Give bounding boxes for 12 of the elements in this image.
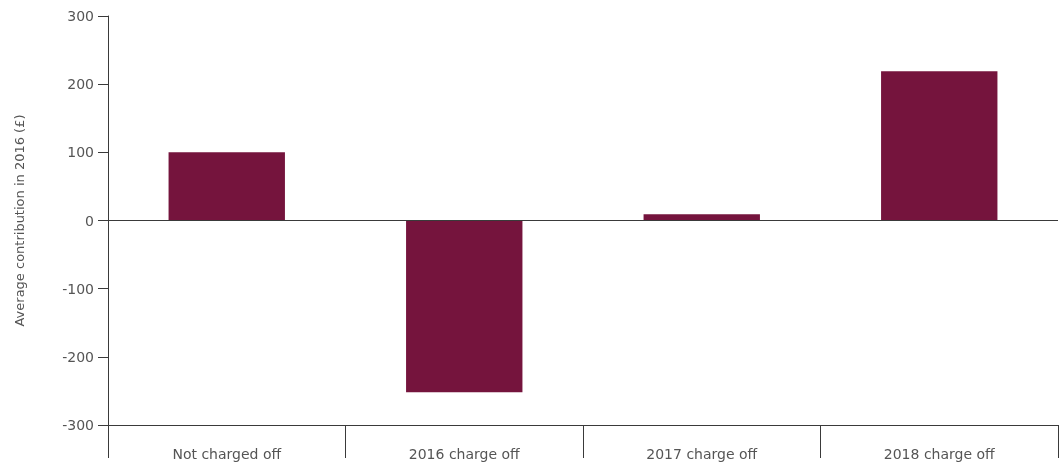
y-tick-label: 100 [67,144,94,161]
x-tick-label: Not charged off [172,446,282,462]
x-tick-label: 2016 charge off [408,446,521,462]
x-tick-label: 2018 charge off [883,446,996,462]
y-tick-label: 200 [67,76,94,93]
y-tick-label: 0 [85,212,94,229]
x-tick-label: 2017 charge off [646,446,758,462]
y-tick-label: 300 [67,8,94,24]
y-tick-label: -100 [62,280,94,297]
y-axis-title: Average contribution in 2016 (£) [12,114,27,327]
y-tick-label: -300 [62,417,94,433]
y-tick-label: -200 [62,348,94,365]
